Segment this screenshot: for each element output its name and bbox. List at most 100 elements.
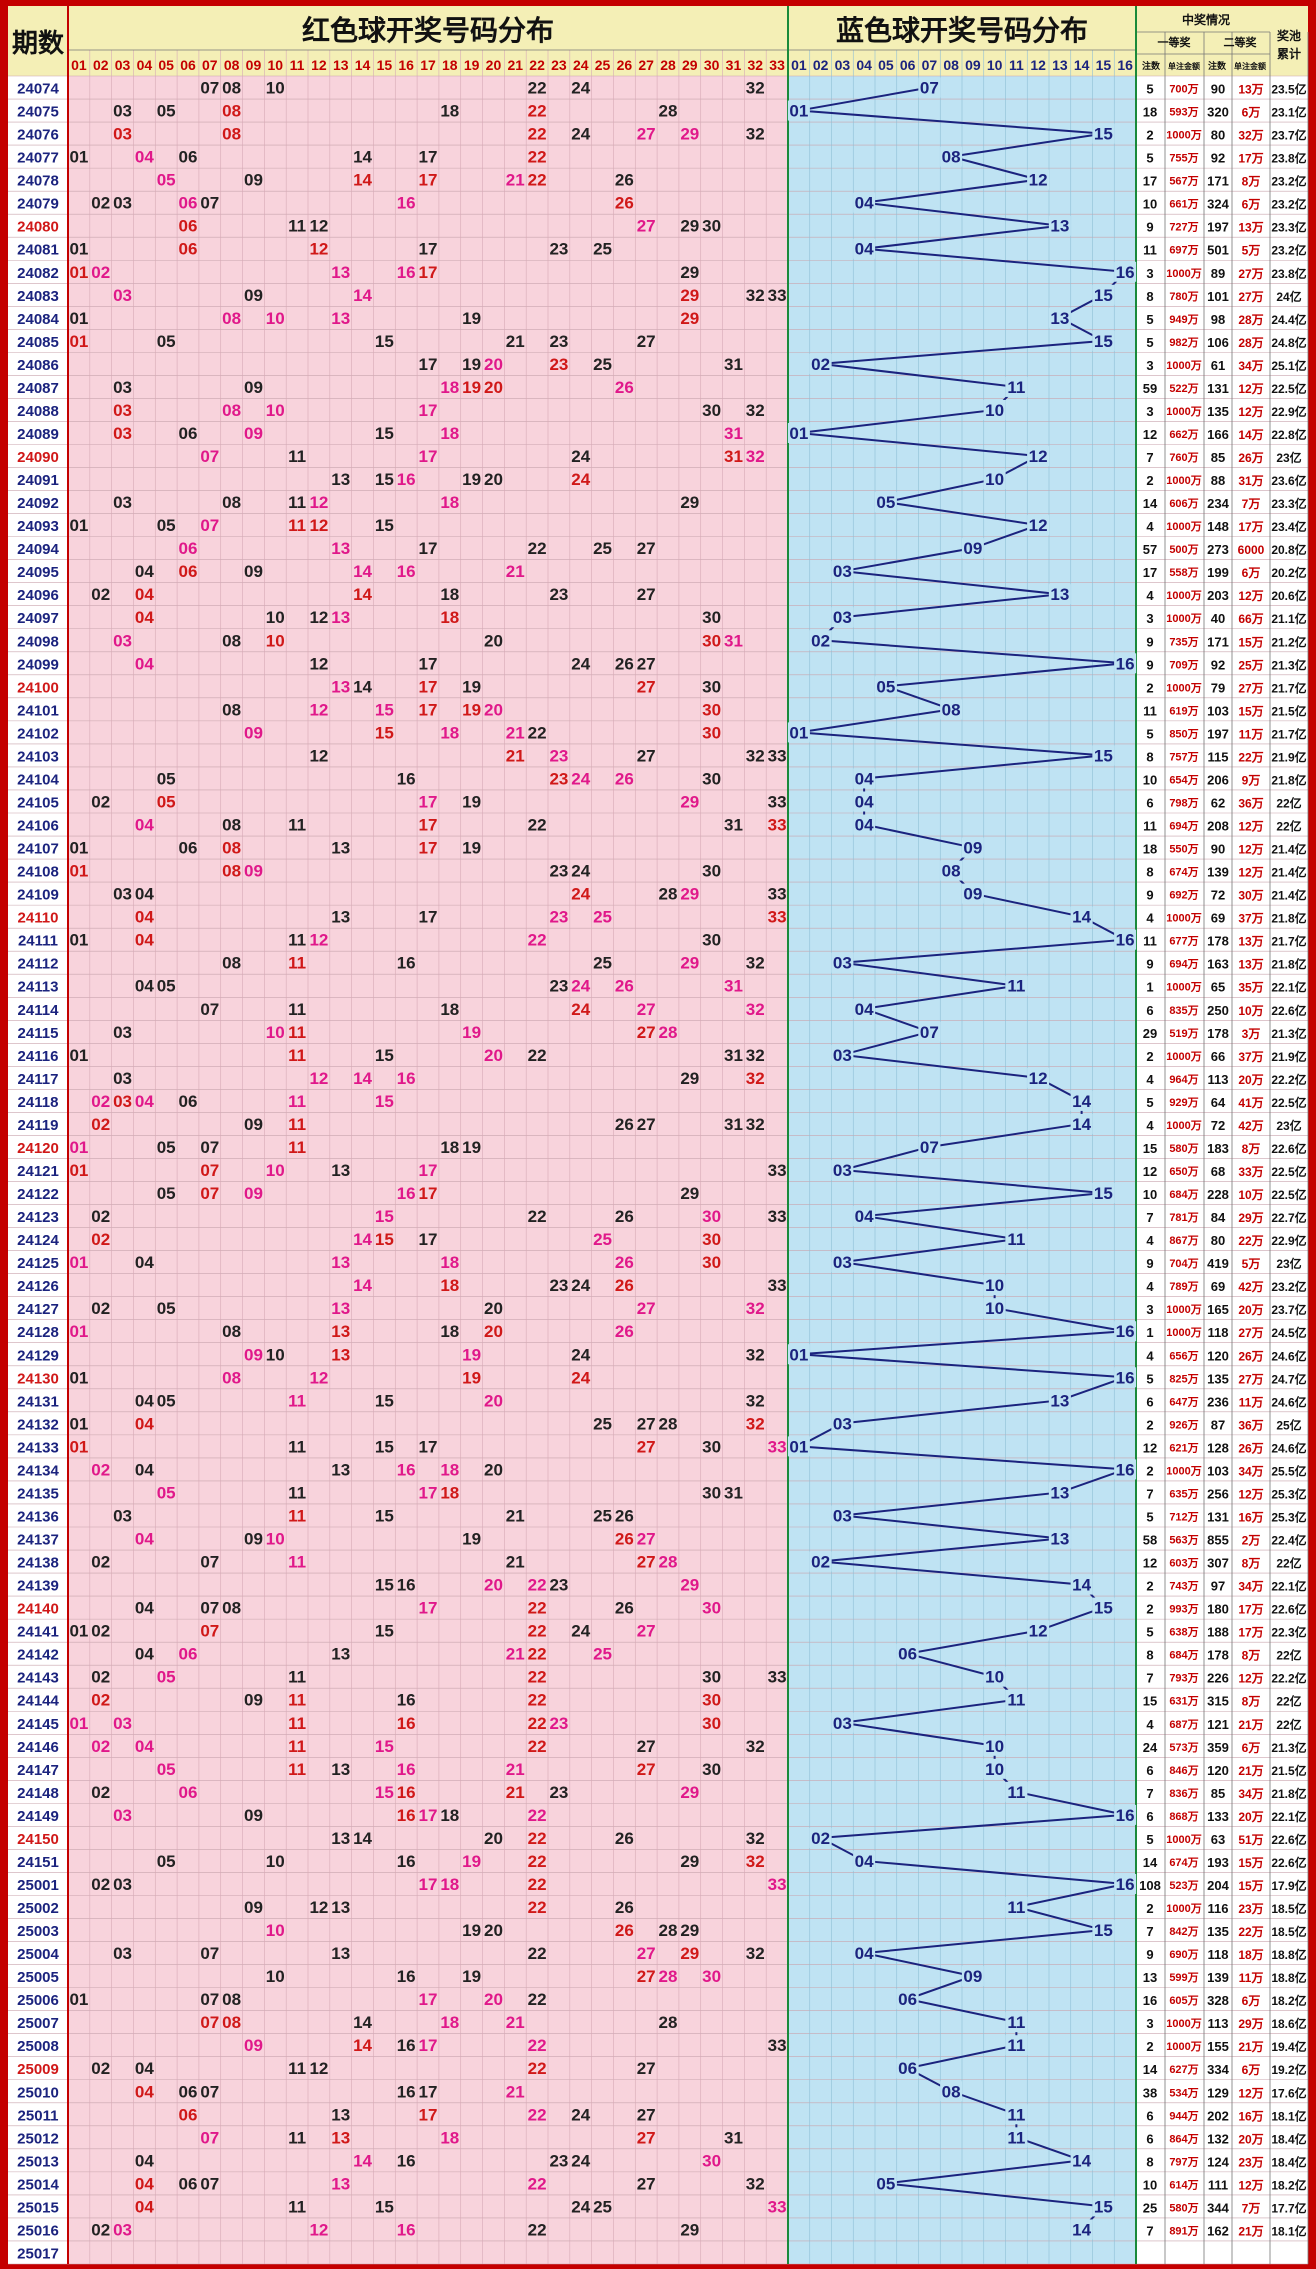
table-row: 24131 04 05 11 15 20 32 6 647万 236 11万 24.6亿 [17,1391,1307,1410]
red-ball: 17 [419,401,438,420]
blue-ball: 11 [1007,2036,1025,2055]
red-ball: 25 [593,1414,612,1433]
red-ball: 12 [309,931,328,950]
period-cell: 24136 [17,1508,59,1525]
red-ball: 33 [768,286,787,305]
red-ball: 14 [353,2036,372,2055]
pool-total: 25.3亿 [1271,1509,1306,1524]
blue-ball: 02 [811,1553,830,1572]
blue-ball: 12 [1029,447,1048,466]
period-cell: 24132 [17,1416,59,1433]
period-cell: 24110 [18,910,59,927]
blue-ball: 07 [920,79,939,98]
red-ball: 21 [506,171,525,190]
first-prize-count: 25 [1143,2200,1157,2215]
red-ball: 11 [288,1046,306,1065]
period-cell: 24148 [17,1785,59,1802]
red-ball: 20 [484,378,503,397]
second-prize-count: 103 [1207,1463,1229,1478]
table-row: 24109 03 04 24 28 29 33 9 692万 72 30万 21.4亿 [17,885,1307,904]
blue-ball: 01 [789,723,808,742]
red-ball: 07 [200,1138,219,1157]
blue-ball-bg [831,607,854,628]
red-ball: 32 [746,125,765,144]
blue-ball-bg [983,1275,1006,1296]
red-ball: 05 [157,1299,176,1318]
first-prize-count: 9 [1146,1947,1153,1962]
table-row: 24148 02 06 15 16 21 23 29 7 836万 85 34万 21.8亿 [17,1783,1307,1802]
period-cell: 24137 [17,1532,59,1549]
first-prize-count: 7 [1146,1486,1153,1501]
table-row: 24121 01 07 10 13 17 33 12 650万 68 33万 22.5亿 [17,1161,1307,1180]
first-prize-count: 6 [1146,2131,1153,2146]
red-ball: 15 [375,1506,394,1525]
blue-ball: 11 [1007,1783,1025,1802]
period-cell: 24074 [17,81,59,98]
pool-total: 21.2亿 [1271,634,1306,649]
first-prize-amount: 674万 [1169,866,1198,879]
red-ball: 22 [528,1576,547,1595]
period-cell: 24078 [17,173,59,190]
first-prize-amount: 743万 [1169,1580,1198,1593]
table-row: 24082 01 02 13 16 17 29 3 1000万 89 27万 23.8亿 [17,263,1307,282]
second-prize-count: 131 [1207,381,1229,396]
red-ball: 21 [506,2013,525,2032]
pool-total: 23.7亿 [1271,1302,1306,1317]
blue-ball: 08 [942,700,961,719]
first-prize-count: 8 [1146,289,1153,304]
blue-ball-bg [940,146,963,167]
red-ball: 18 [440,1000,459,1019]
first-prize-amount: 694万 [1169,820,1198,833]
red-ball: 12 [309,493,328,512]
red-ball: 22 [528,1668,547,1687]
red-ball: 05 [157,1852,176,1871]
second-prize-count: 171 [1207,634,1229,649]
red-ball: 27 [637,2059,656,2078]
red-ball: 03 [113,378,132,397]
red-ball: 07 [200,1553,219,1572]
red-ball: 14 [353,2151,372,2170]
blue-ball: 01 [789,424,808,443]
pool-total: 23.8亿 [1271,151,1306,166]
second-prize-count: 121 [1207,1717,1229,1732]
red-ball: 20 [484,1046,503,1065]
first-prize-count: 4 [1146,588,1154,603]
blue-ball: 12 [1029,171,1048,190]
red-ball: 16 [397,2036,416,2055]
red-ball: 03 [113,424,132,443]
red-ball: 08 [222,839,241,858]
red-ball: 25 [593,355,612,374]
table-row: 24107 01 06 08 13 17 19 18 550万 90 12万 21.4亿 [17,839,1307,858]
second-prize-count: 324 [1207,197,1229,212]
blue-ball: 03 [833,1161,852,1180]
second-prize-amount: 15万 [1238,704,1263,718]
red-ball: 07 [200,516,219,535]
table-row: 25001 02 03 17 18 22 33 108 523万 204 15万 17.9亿 [17,1875,1307,1894]
blue-ball-bg [853,998,876,1019]
table-row: 25009 02 04 11 12 22 27 14 627万 334 6万 19.2亿 [17,2059,1307,2078]
second-prize-count: 63 [1211,1832,1225,1847]
first-prize-amount: 1000万 [1166,2040,1201,2053]
red-ball: 11 [288,1092,306,1111]
first-prize-count: 6 [1146,1394,1153,1409]
red-ball: 29 [680,2220,699,2239]
period-cell: 25009 [17,2061,59,2078]
pool-total: 21.4亿 [1271,888,1306,903]
red-zone-bg [68,76,788,2264]
red-ball: 14 [353,148,372,167]
red-ball: 17 [419,2082,438,2101]
table-row: 24119 02 09 11 26 27 31 32 4 1000万 72 42万 23亿 [18,1115,1302,1134]
period-cell: 24114 [18,1002,60,1019]
blue-ball: 06 [898,1990,917,2009]
red-ball: 32 [746,2174,765,2193]
first-prize-amount: 825万 [1169,1372,1198,1385]
red-ball: 23 [549,1783,568,1802]
red-ball: 09 [244,171,263,190]
red-ball: 22 [528,2174,547,2193]
red-col-header-02: 02 [93,57,109,73]
first-prize-amount: 694万 [1169,958,1198,971]
blue-ball: 13 [1050,1391,1069,1410]
blue-ball-bg [853,1206,876,1227]
blue-ball: 02 [811,355,830,374]
red-ball: 26 [615,977,634,996]
